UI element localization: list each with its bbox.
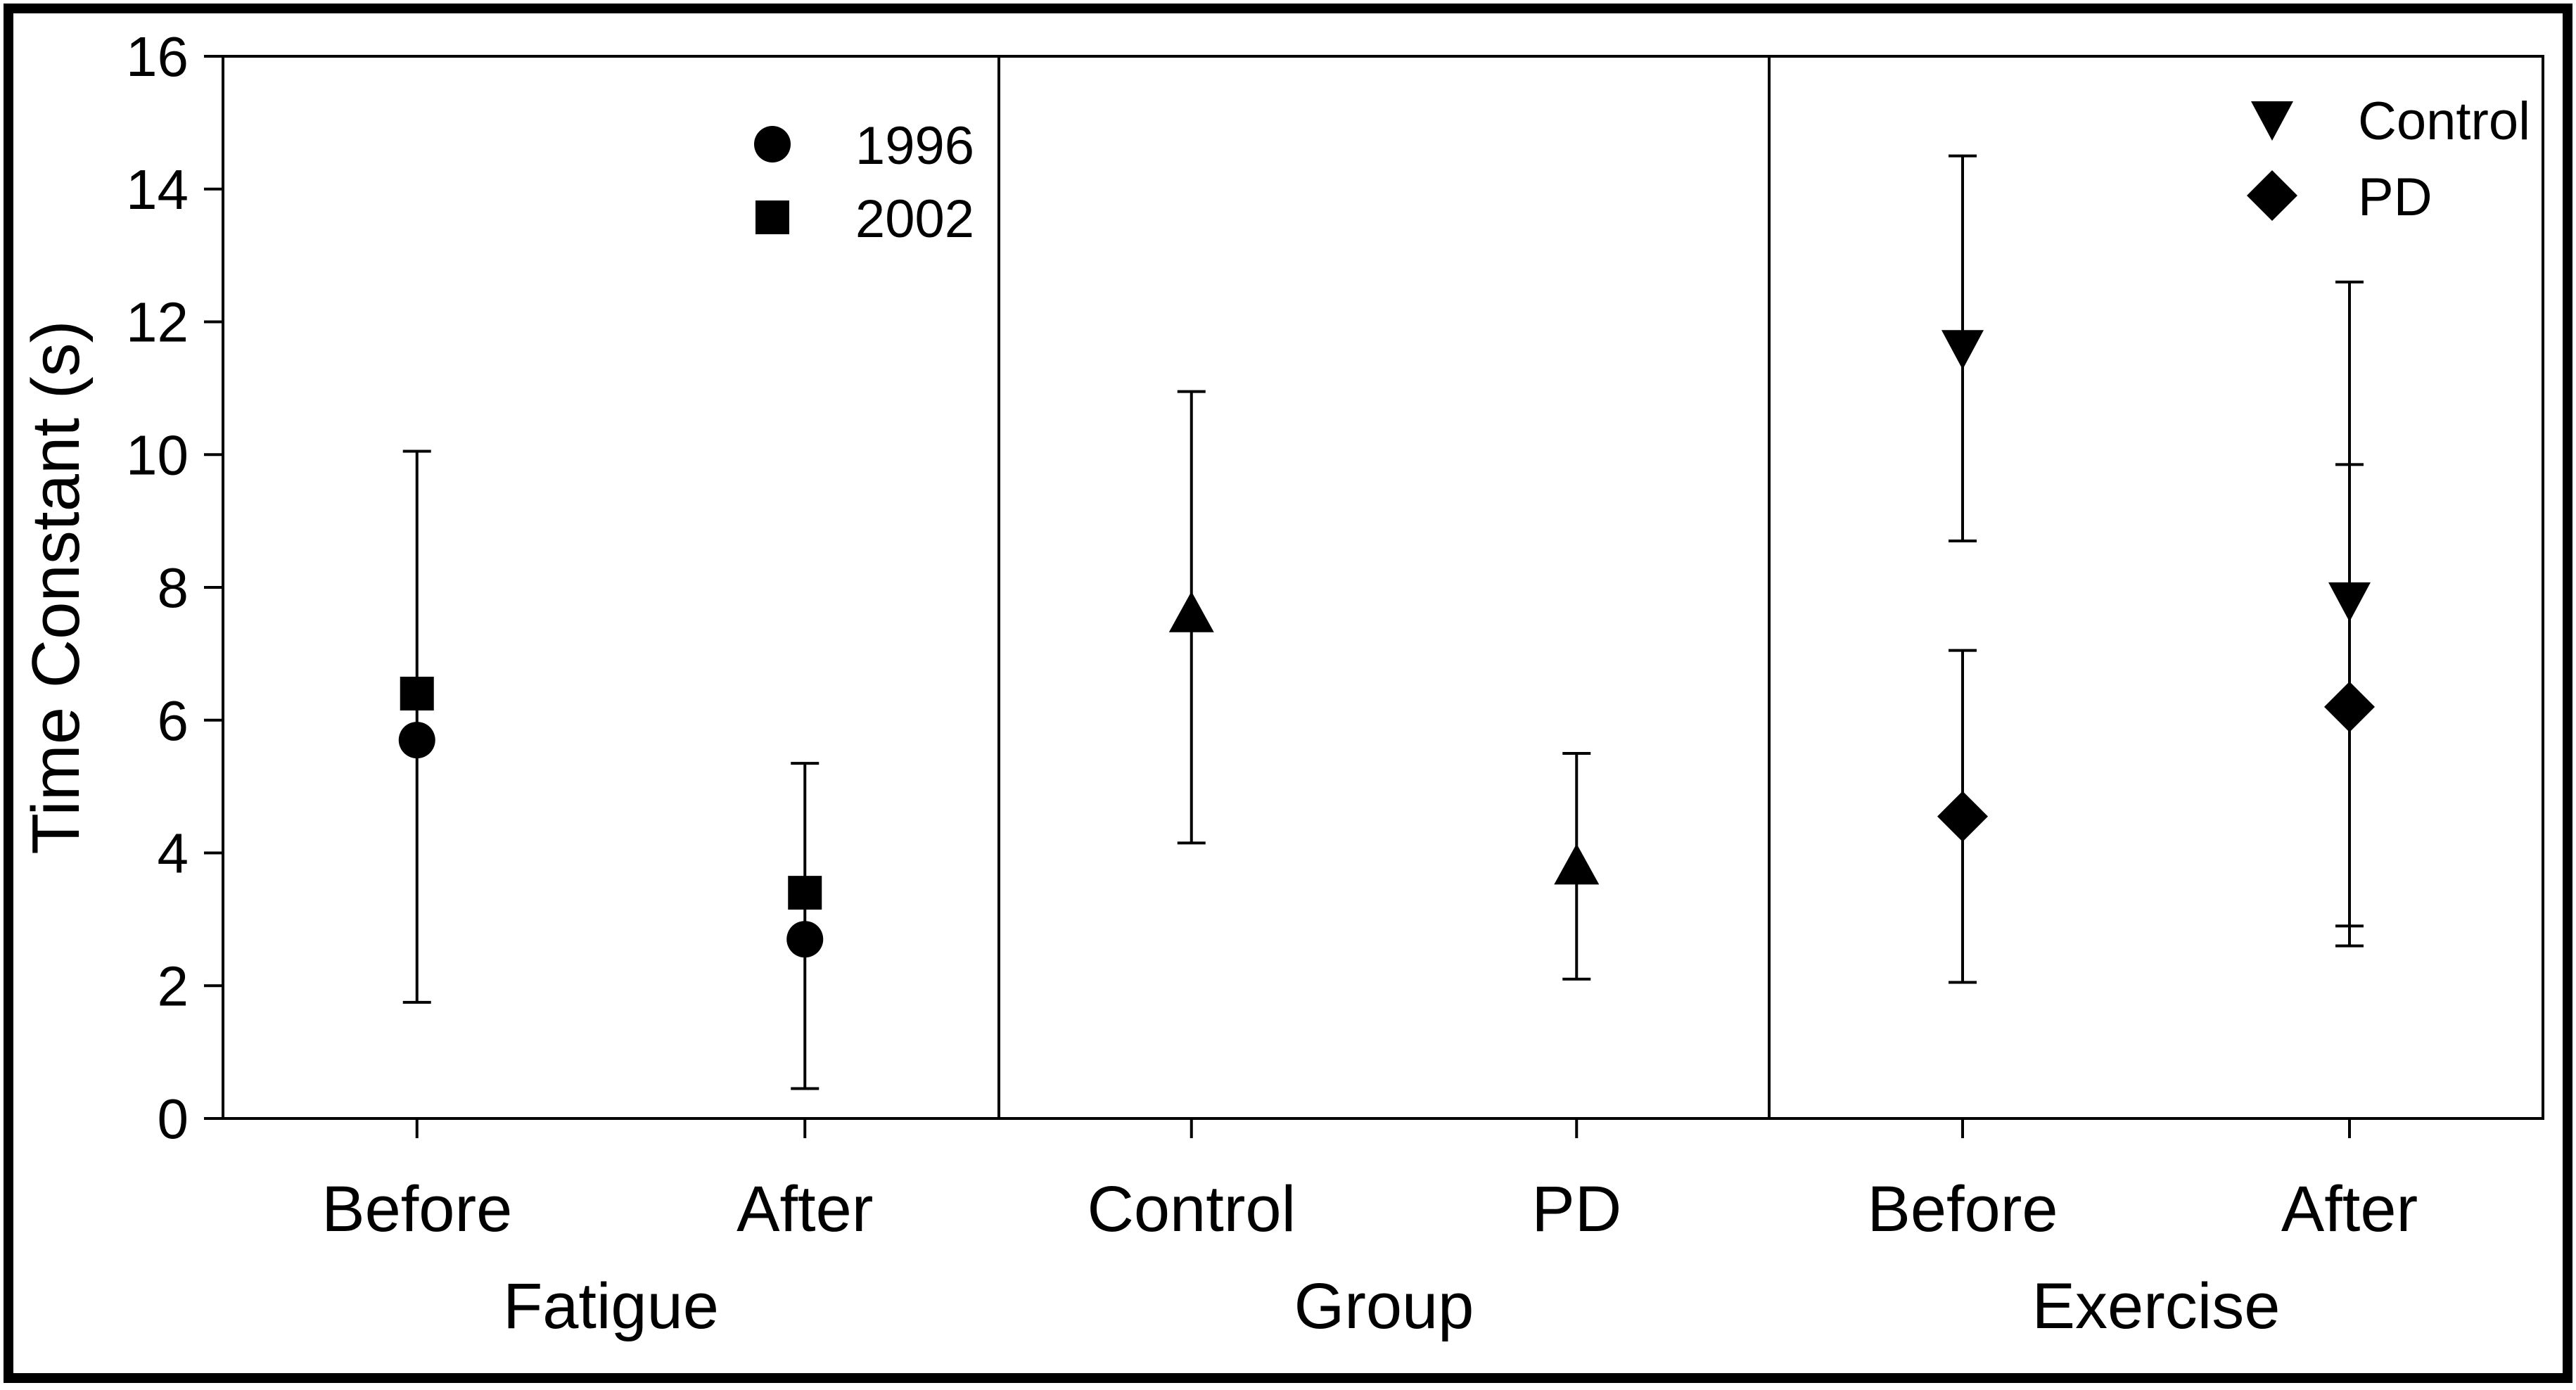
legend-marker-triangle-down	[2251, 101, 2293, 141]
figure-border	[4, 4, 2572, 1383]
panel-frame-3	[1768, 55, 2544, 1120]
data-point-square	[788, 876, 822, 910]
panel-xlabel: Fatigue	[503, 1270, 719, 1342]
data-point-square	[400, 677, 434, 710]
legend-marker-square	[755, 200, 789, 234]
x-category-label: After	[2281, 1173, 2418, 1245]
x-category-label: PD	[1531, 1173, 1621, 1245]
legend-label: 1996	[855, 116, 974, 176]
panel-xlabel: Exercise	[2032, 1270, 2281, 1342]
x-category-label: Before	[1867, 1173, 2058, 1245]
data-point-triangle-up	[1168, 591, 1214, 632]
data-point-triangle-up	[1554, 843, 1600, 885]
panel-frame-2	[997, 55, 1771, 1120]
x-category-label: After	[737, 1173, 873, 1245]
panel-xlabel: Group	[1294, 1270, 1474, 1342]
y-tick-label: 10	[126, 423, 189, 486]
legend-marker-circle	[754, 126, 791, 162]
data-point-triangle-down	[1941, 330, 1984, 370]
y-tick-label: 0	[158, 1088, 189, 1150]
y-tick-label: 2	[158, 955, 189, 1017]
data-point-diamond	[2324, 681, 2375, 732]
y-tick-label: 4	[158, 822, 189, 885]
legend-label: Control	[2358, 91, 2530, 151]
data-point-circle	[398, 722, 435, 759]
y-tick-label: 8	[158, 556, 189, 619]
data-point-diamond	[1937, 791, 1988, 842]
y-tick-label: 16	[126, 25, 189, 88]
x-category-label: Before	[321, 1173, 512, 1245]
y-axis-title: Time Constant (s)	[18, 320, 94, 854]
legend-label: 2002	[855, 189, 974, 249]
x-category-label: Control	[1087, 1173, 1296, 1245]
legend-marker-diamond	[2247, 170, 2297, 221]
data-point-circle	[786, 921, 824, 958]
y-tick-label: 6	[158, 689, 189, 752]
y-tick-label: 14	[126, 158, 189, 221]
y-tick-label: 12	[126, 291, 189, 354]
legend-label: PD	[2358, 167, 2432, 227]
